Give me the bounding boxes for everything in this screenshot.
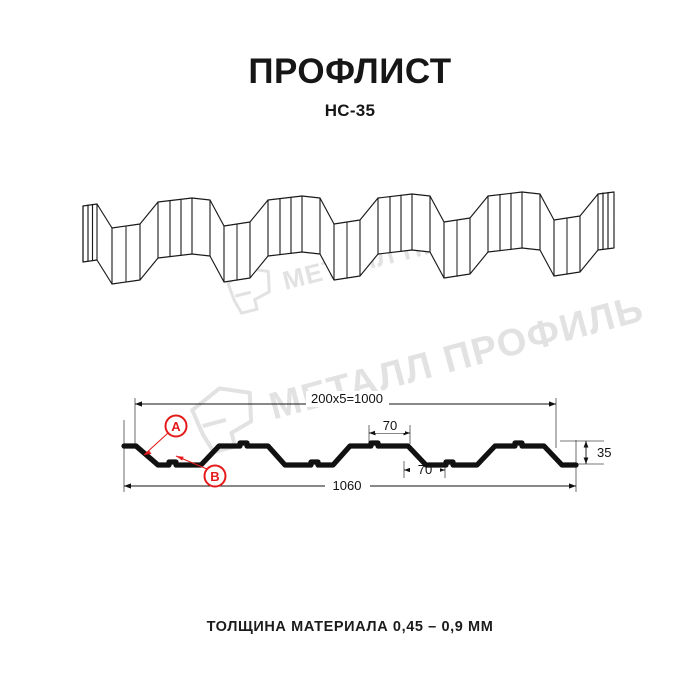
sheet-rib-lines [125,217,568,283]
model-subtitle: НС-35 [324,101,376,120]
dimension-height: 35 [583,441,611,464]
footer-block: ТОЛЩИНА МАТЕРИАЛА 0,45 – 0,9 ММ [0,618,700,636]
section-extension-lines [123,398,604,492]
page-title: ПРОФЛИСТ [248,52,452,91]
callout-a-label: A [171,419,181,434]
callout-a-circle[interactable] [164,414,188,438]
material-thickness-note: ТОЛЩИНА МАТЕРИАЛА 0,45 – 0,9 ММ [206,619,494,635]
watermark-upper-text: МЕТАЛЛ ПРОФИЛЬ [279,203,542,296]
watermark-logo-icon [226,266,271,315]
watermark-lower: МЕТАЛЛ ПРОФИЛЬ [190,288,649,455]
watermark-lower-text: МЕТАЛЛ ПРОФИЛЬ [265,288,649,428]
watermark-logo-icon-lower [190,386,254,455]
dimension-crest-width-label: 70 [383,418,397,433]
dimension-valley-width-label: 70 [418,462,432,477]
watermark-upper: МЕТАЛЛ ПРОФИЛЬ [226,203,543,315]
dimension-pitch-total-label: 200x5=1000 [311,391,383,406]
dimension-crest-width: 70 [369,418,410,436]
dimension-valley-width: 70 [404,462,445,477]
sheet-outline [82,191,615,285]
sheet-left-endcap [82,203,94,263]
title-block: ПРОФЛИСТ НС-35 [0,52,700,121]
callout-b-label: B [210,469,219,484]
profile-section-path [121,440,579,468]
sheet-fold-lines [96,191,599,285]
cross-section-drawing: 200x5=1000 70 70 [121,391,611,493]
sheet-right-endcap [602,191,609,250]
callout-b-leader [175,455,208,470]
dimension-height-label: 35 [597,445,611,460]
callout-a-leader [143,432,169,456]
callout-b-circle[interactable] [203,464,227,488]
dimension-overall-width-label: 1060 [333,478,362,493]
dimension-overall-width: 1060 [124,477,576,493]
isometric-profile-sheet [82,191,615,285]
dimension-pitch-total: 200x5=1000 [135,391,556,407]
callout-group: A B [143,414,227,488]
